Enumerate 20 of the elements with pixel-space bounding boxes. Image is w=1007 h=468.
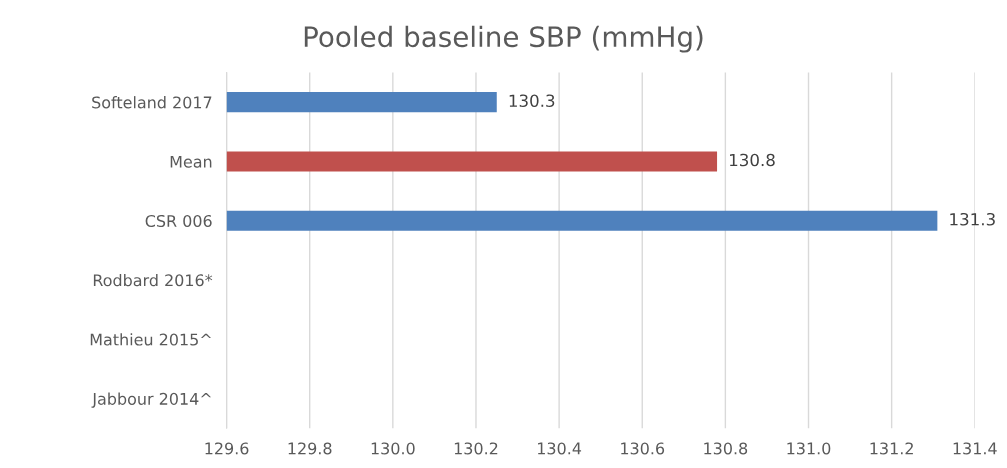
y-tick-label: Mathieu 2015^: [90, 333, 211, 346]
x-tick-label: 130.6: [621, 442, 665, 455]
x-tick-label: 131.0: [787, 442, 831, 455]
x-tick-label: 131.4: [953, 442, 997, 455]
x-tick-label: 130.2: [454, 442, 498, 455]
x-tick-label: 130.0: [371, 442, 415, 455]
x-tick-label: 129.6: [205, 442, 249, 455]
data-label: 130.3: [509, 94, 555, 108]
y-tick-label: Mean: [170, 155, 212, 168]
y-tick-label: CSR 006: [145, 214, 212, 228]
y-tick-label: Softeland 2017: [92, 96, 212, 109]
x-tick-label: 129.8: [288, 442, 332, 455]
chart-title: Pooled baseline SBP (mmHg): [304, 25, 703, 53]
data-label: 130.8: [730, 153, 775, 167]
x-tick-label: 131.2: [870, 442, 913, 455]
x-tick-label: 130.4: [538, 442, 582, 455]
y-tick-label: Rodbard 2016*: [93, 273, 213, 287]
x-tick-label: 130.8: [704, 442, 748, 455]
data-label: 131.3: [950, 212, 995, 226]
y-tick-label: Jabbour 2014^: [91, 392, 211, 408]
